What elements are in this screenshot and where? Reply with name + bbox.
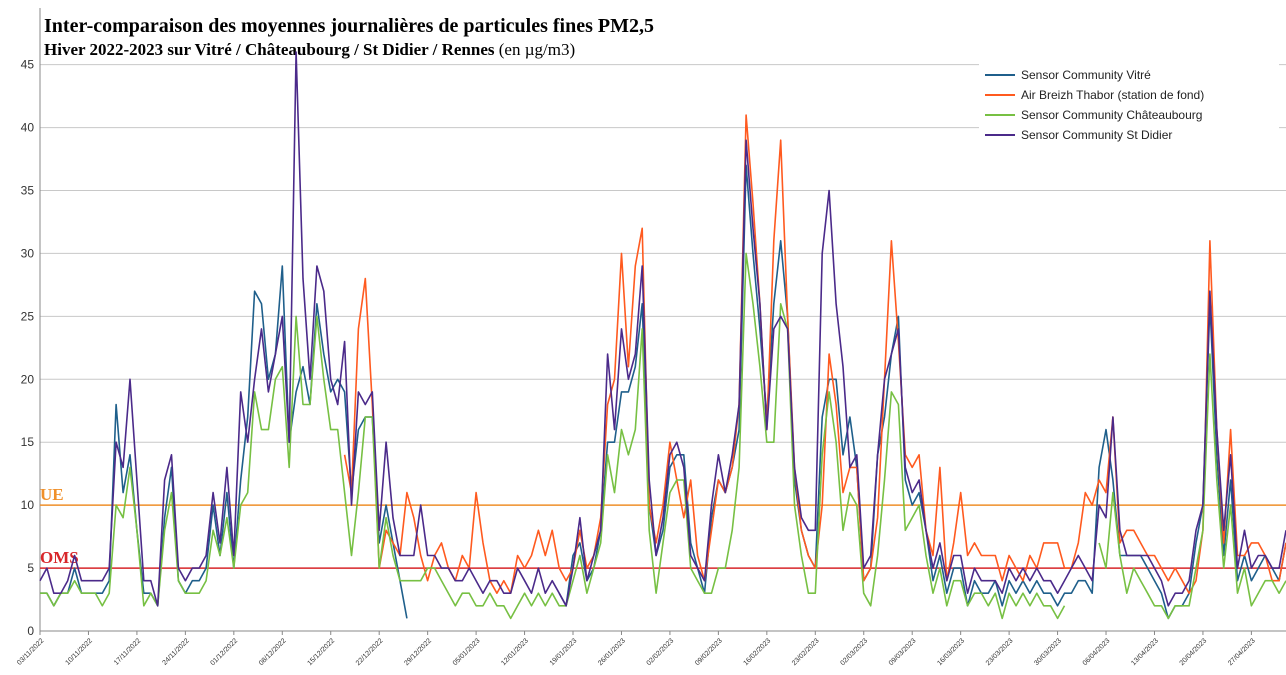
series-line — [343, 114, 1286, 594]
y-tick-label: 25 — [21, 309, 35, 323]
subtitle: Hiver 2022-2023 sur Vitré / Châteaubourg… — [44, 40, 495, 59]
reference-label: UE — [40, 485, 64, 504]
reference-label: OMS — [40, 548, 79, 567]
chart-subtitle: Hiver 2022-2023 sur Vitré / Châteaubourg… — [44, 40, 575, 59]
legend-label: Sensor Community Châteaubourg — [1021, 108, 1202, 122]
unit: (en µg/m3) — [499, 40, 575, 59]
legend-label: Sensor Community St Didier — [1021, 128, 1172, 142]
legend-box — [979, 63, 1279, 153]
y-tick-label: 20 — [21, 372, 35, 386]
y-tick-label: 40 — [21, 121, 35, 135]
y-tick-label: 35 — [21, 183, 35, 197]
y-tick-label: 30 — [21, 246, 35, 260]
y-tick-label: 5 — [27, 561, 34, 575]
legend-label: Air Breizh Thabor (station de fond) — [1021, 88, 1204, 102]
y-tick-label: 0 — [27, 624, 34, 638]
y-tick-label: 10 — [21, 498, 35, 512]
y-tick-label: 45 — [21, 58, 35, 72]
chart-title: Inter-comparaison des moyennes journaliè… — [44, 15, 654, 37]
series-line — [40, 252, 1286, 620]
legend-label: Sensor Community Vitré — [1021, 68, 1151, 82]
y-tick-label: 15 — [21, 435, 35, 449]
series-line — [39, 51, 1286, 607]
